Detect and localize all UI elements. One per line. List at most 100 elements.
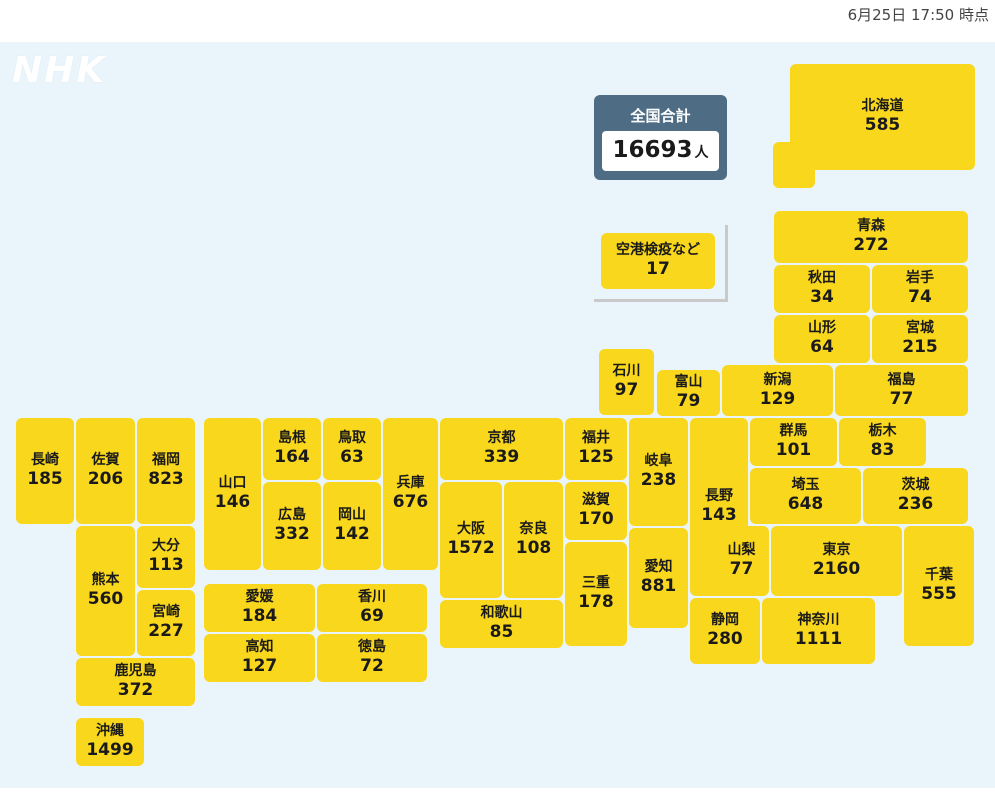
prefecture-count: 164 [274, 447, 310, 468]
prefecture-count: 129 [759, 388, 796, 409]
prefecture-tile-osaka[interactable]: 大阪 1572 [440, 482, 502, 598]
prefecture-name: 群馬 [779, 423, 808, 440]
prefecture-tile-ehime[interactable]: 愛媛 184 [204, 584, 315, 632]
prefecture-tile-niigata[interactable]: 新潟 129 [722, 365, 833, 416]
prefecture-tile-shimane[interactable]: 島根 164 [263, 418, 321, 480]
prefecture-tile-kanagawa[interactable]: 神奈川 1111 [762, 598, 875, 664]
prefecture-tile-yamanashi[interactable]: 山梨 77 [714, 526, 769, 596]
prefecture-tile-gifu[interactable]: 岐阜 238 [629, 418, 688, 526]
prefecture-name: 東京 [822, 542, 851, 559]
prefecture-tile-kochi[interactable]: 高知 127 [204, 634, 315, 682]
prefecture-count: 77 [729, 559, 754, 580]
prefecture-count: 585 [864, 115, 901, 136]
prefecture-tile-aichi[interactable]: 愛知 881 [629, 528, 688, 628]
prefecture-name: 千葉 [925, 567, 953, 584]
prefecture-tile-kagoshima[interactable]: 鹿児島 372 [76, 658, 195, 706]
prefecture-tile-hyogo[interactable]: 兵庫 676 [383, 418, 438, 570]
prefecture-tile-toyama[interactable]: 富山 79 [657, 370, 720, 416]
prefecture-count: 69 [360, 606, 384, 627]
prefecture-name: 栃木 [868, 423, 897, 440]
prefecture-tile-ishikawa[interactable]: 石川 97 [599, 349, 654, 415]
prefecture-tile-wakayama[interactable]: 和歌山 85 [440, 600, 563, 648]
prefecture-tile-okayama[interactable]: 岡山 142 [323, 482, 381, 570]
airport-quarantine-label: 空港検疫など [616, 242, 700, 259]
prefecture-name: 埼玉 [791, 477, 820, 494]
prefecture-name: 三重 [582, 575, 610, 592]
prefecture-count: 648 [787, 494, 824, 515]
hokkaido-extension [773, 142, 815, 188]
prefecture-tile-miyagi[interactable]: 宮城 215 [872, 315, 968, 363]
prefecture-count: 170 [578, 509, 614, 530]
prefecture-name: 北海道 [861, 98, 904, 115]
prefecture-tile-mie[interactable]: 三重 178 [565, 542, 627, 646]
prefecture-tile-miyazaki[interactable]: 宮崎 227 [137, 590, 195, 656]
prefecture-name: 兵庫 [396, 475, 425, 492]
prefecture-name: 和歌山 [480, 605, 523, 622]
prefecture-count: 185 [27, 469, 63, 490]
prefecture-name: 広島 [278, 507, 306, 524]
prefecture-name: 愛媛 [245, 589, 274, 606]
prefecture-count: 77 [889, 388, 914, 409]
prefecture-tile-tokushima[interactable]: 徳島 72 [317, 634, 427, 682]
prefecture-tile-saga[interactable]: 佐賀 206 [76, 418, 135, 524]
prefecture-tile-chiba[interactable]: 千葉 555 [904, 526, 974, 646]
prefecture-tile-yamagata[interactable]: 山形 64 [774, 315, 870, 363]
prefecture-tile-kyoto[interactable]: 京都 339 [440, 418, 563, 480]
prefecture-tile-tochigi[interactable]: 栃木 83 [839, 418, 926, 466]
prefecture-count: 146 [214, 492, 251, 513]
prefecture-tile-fukui[interactable]: 福井 125 [565, 418, 627, 480]
prefecture-tile-kagawa[interactable]: 香川 69 [317, 584, 427, 632]
prefecture-count: 236 [897, 494, 934, 515]
prefecture-name: 大阪 [457, 521, 485, 538]
prefecture-name: 香川 [358, 589, 386, 606]
prefecture-tile-ibaraki[interactable]: 茨城 236 [863, 468, 968, 524]
prefecture-count: 85 [489, 622, 514, 643]
prefecture-tile-saitama[interactable]: 埼玉 648 [750, 468, 861, 524]
prefecture-tile-kumamoto[interactable]: 熊本 560 [76, 526, 135, 656]
prefecture-count: 1111 [794, 629, 843, 650]
prefecture-name: 徳島 [358, 639, 386, 656]
prefecture-name: 佐賀 [91, 452, 120, 469]
prefecture-tile-tottori[interactable]: 鳥取 63 [323, 418, 381, 480]
prefecture-tile-oita[interactable]: 大分 113 [137, 526, 195, 588]
airport-quarantine-tile[interactable]: 空港検疫など 17 [601, 233, 715, 289]
prefecture-name: 静岡 [711, 612, 739, 629]
prefecture-name: 奈良 [519, 521, 548, 538]
prefecture-name: 滋賀 [582, 492, 610, 509]
prefecture-name: 青森 [857, 218, 885, 235]
prefecture-tile-nagasaki[interactable]: 長崎 185 [16, 418, 74, 524]
prefecture-name: 鳥取 [338, 430, 366, 447]
prefecture-tile-okinawa[interactable]: 沖縄 1499 [76, 718, 144, 766]
prefecture-count: 2160 [812, 559, 861, 580]
prefecture-count: 560 [87, 589, 124, 610]
prefecture-name: 岩手 [906, 270, 934, 287]
prefecture-tile-nara[interactable]: 奈良 108 [504, 482, 563, 598]
prefecture-count: 127 [241, 656, 278, 677]
prefecture-name: 福井 [582, 430, 610, 447]
prefecture-tile-fukuoka[interactable]: 福岡 823 [137, 418, 195, 524]
prefecture-name: 山口 [218, 475, 247, 492]
prefecture-count: 272 [853, 235, 889, 256]
prefecture-tile-aomori[interactable]: 青森 272 [774, 211, 968, 263]
prefecture-count: 143 [701, 505, 737, 526]
prefecture-tile-hokkaido[interactable]: 北海道 585 [790, 64, 975, 170]
prefecture-tile-yamaguchi[interactable]: 山口 146 [204, 418, 261, 570]
prefecture-tile-shizuoka[interactable]: 静岡 280 [690, 598, 760, 664]
prefecture-tile-gunma[interactable]: 群馬 101 [750, 418, 837, 466]
prefecture-name: 鹿児島 [114, 663, 157, 680]
prefecture-name: 神奈川 [797, 612, 840, 629]
prefecture-count: 108 [515, 538, 552, 559]
prefecture-tile-tokyo[interactable]: 東京 2160 [771, 526, 902, 596]
prefecture-tile-akita[interactable]: 秋田 34 [774, 265, 870, 313]
prefecture-tile-iwate[interactable]: 岩手 74 [872, 265, 968, 313]
prefecture-tile-fukushima[interactable]: 福島 77 [835, 365, 968, 416]
airport-quarantine-shadow [594, 225, 728, 302]
prefecture-name: 島根 [278, 430, 306, 447]
prefecture-tile-hiroshima[interactable]: 広島 332 [263, 482, 321, 570]
prefecture-name: 沖縄 [96, 723, 124, 740]
prefecture-count: 72 [360, 656, 384, 677]
prefecture-count: 113 [148, 555, 184, 576]
prefecture-name: 宮城 [906, 320, 934, 337]
prefecture-count: 64 [810, 337, 834, 358]
prefecture-tile-shiga[interactable]: 滋賀 170 [565, 482, 627, 540]
